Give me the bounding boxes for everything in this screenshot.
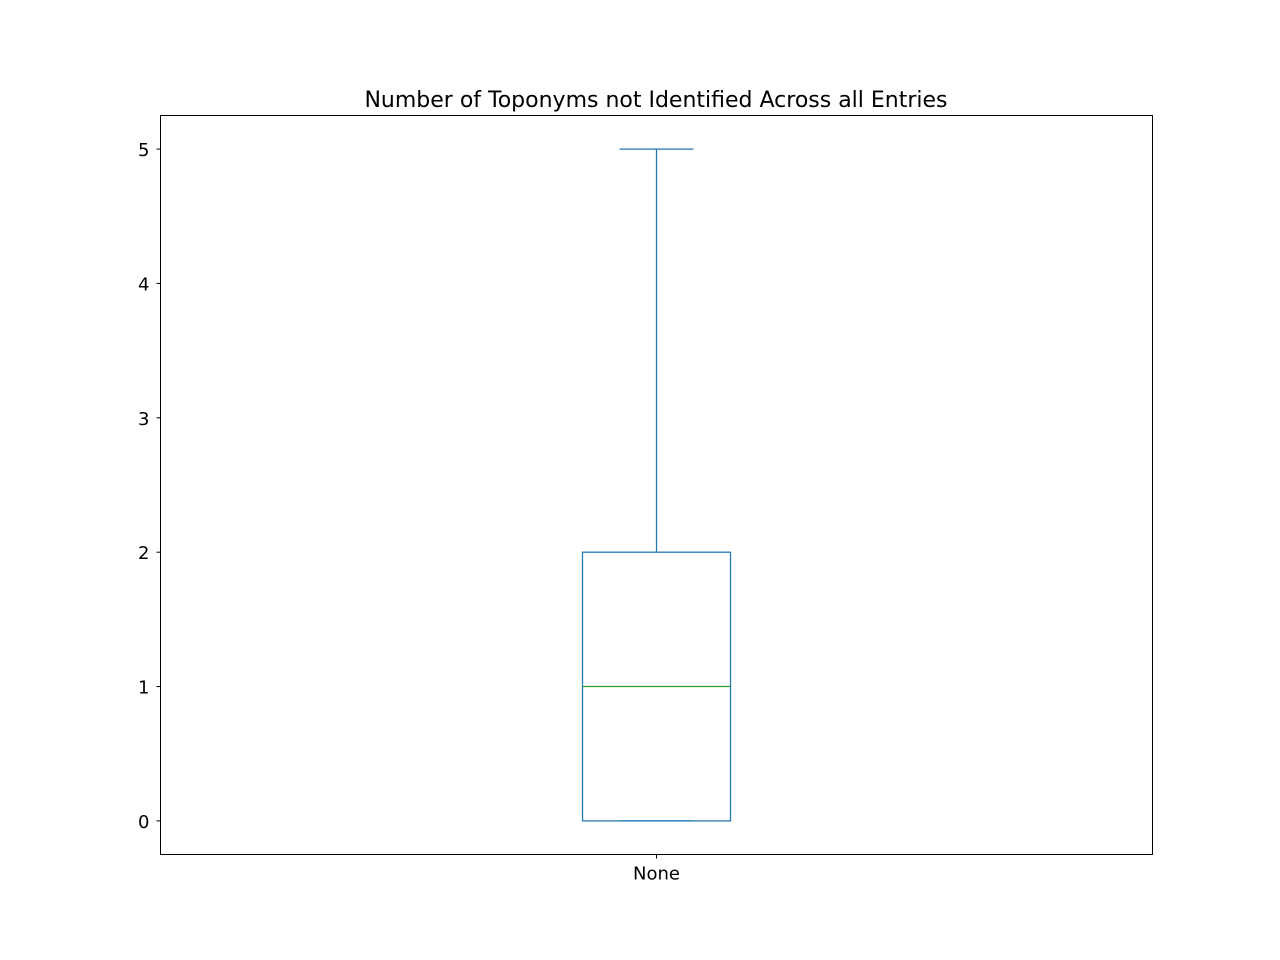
y-tick-label: 1: [138, 678, 149, 699]
y-tick-label: 5: [138, 140, 149, 161]
x-tick-label: None: [633, 864, 680, 885]
y-tick-label: 4: [138, 274, 149, 295]
chart-title: Number of Toponyms not Identified Across…: [364, 88, 947, 113]
y-axis: 0 1 2 3 4 5: [138, 140, 161, 833]
y-tick-label: 0: [138, 812, 149, 833]
y-tick-label: 3: [138, 409, 149, 430]
plot-content: [581, 148, 732, 822]
x-axis: None: [633, 854, 680, 885]
y-tick-label: 2: [138, 543, 149, 564]
